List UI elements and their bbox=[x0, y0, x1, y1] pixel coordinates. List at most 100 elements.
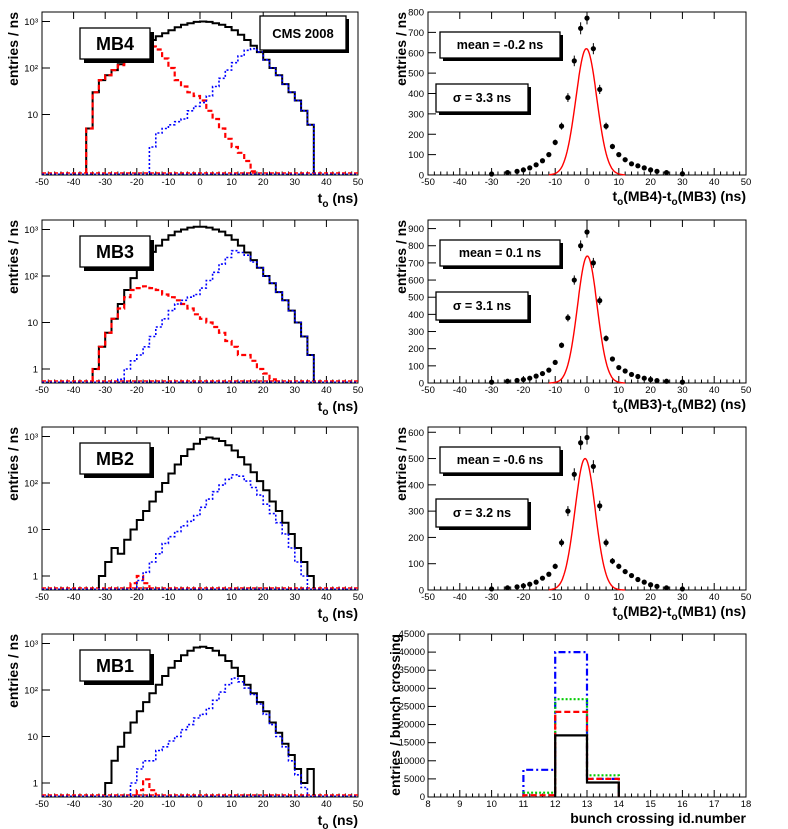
x-label-t: t bbox=[318, 190, 323, 206]
data-point bbox=[622, 368, 628, 374]
mean-box bbox=[439, 239, 561, 267]
x-tick-label: -40 bbox=[453, 177, 467, 188]
x-label-unit: (ns) bbox=[328, 190, 358, 206]
fit-panel-5: -50 -40 -30 -20 -10 0 10 20 30 40 50 100 200 300 400 50… bbox=[393, 426, 752, 623]
data-point bbox=[641, 375, 647, 381]
x-tick-label: -20 bbox=[517, 177, 531, 188]
x-tick-label: 10 bbox=[614, 592, 625, 603]
x-label-part: o bbox=[671, 612, 677, 623]
data-point bbox=[597, 86, 603, 93]
x-tick-label: 12 bbox=[550, 799, 561, 810]
data-point bbox=[641, 579, 647, 585]
x-tick-label: -40 bbox=[67, 177, 81, 188]
x-tick-label: 40 bbox=[321, 385, 332, 396]
y-tick-label: 10² bbox=[24, 63, 38, 74]
x-tick-label: 20 bbox=[258, 592, 269, 603]
y-tick-label: 45000 bbox=[399, 629, 425, 640]
data-point bbox=[616, 364, 622, 371]
data-point bbox=[590, 46, 596, 52]
x-tick-label: -10 bbox=[162, 385, 176, 396]
y-tick-label: 200 bbox=[408, 533, 424, 544]
y-tick-label: 10² bbox=[24, 685, 38, 696]
y-tick-label: 10² bbox=[24, 478, 38, 489]
mean-box bbox=[439, 31, 561, 59]
x-tick-label: -10 bbox=[548, 385, 562, 396]
x-tick-label: 0 bbox=[584, 592, 589, 603]
x-tick-label: -50 bbox=[35, 592, 49, 603]
y-tick-label: 10³ bbox=[24, 432, 38, 443]
x-axis-label: bunch crossing id.number bbox=[570, 810, 746, 826]
y-tick-label: 300 bbox=[408, 327, 424, 338]
y-axis-label: entries / ns bbox=[393, 427, 409, 501]
data-point bbox=[584, 229, 590, 235]
y-tick-label: 600 bbox=[408, 428, 424, 439]
x-tick-label: 0 bbox=[584, 385, 589, 396]
x-tick-label: 15 bbox=[645, 799, 656, 810]
data-point bbox=[609, 558, 616, 564]
y-tick-label-zero: 0 bbox=[420, 792, 425, 803]
data-point bbox=[571, 471, 577, 477]
x-tick-label: -10 bbox=[162, 799, 176, 810]
detector-label: MB2 bbox=[96, 449, 134, 469]
data-point bbox=[648, 167, 654, 173]
x-label-part: o bbox=[617, 405, 623, 416]
x-tick-label: 16 bbox=[677, 799, 688, 810]
data-point bbox=[504, 378, 511, 384]
label-box bbox=[79, 235, 151, 268]
gaussian-fit bbox=[548, 457, 626, 591]
x-tick-label: -50 bbox=[35, 177, 49, 188]
y-tick-label: 1 bbox=[33, 779, 38, 790]
x-tick-label: 0 bbox=[197, 799, 202, 810]
x-tick-label: 20 bbox=[645, 592, 656, 603]
data-point bbox=[635, 373, 641, 380]
x-label-part: t bbox=[612, 188, 617, 204]
x-tick-label: 30 bbox=[290, 177, 301, 188]
x-label-t: t bbox=[318, 812, 323, 828]
x-tick-label: -50 bbox=[421, 592, 435, 603]
cms-box bbox=[259, 15, 347, 51]
y-tick-label: 10³ bbox=[24, 225, 38, 236]
x-tick-label: -10 bbox=[162, 592, 176, 603]
data-point bbox=[679, 586, 686, 592]
x-label-part: (MB3)-t bbox=[623, 396, 672, 412]
series-late bbox=[148, 47, 315, 173]
y-axis-label: entries / ns bbox=[393, 220, 409, 294]
data-point bbox=[533, 373, 539, 379]
x-tick-label: 13 bbox=[582, 799, 593, 810]
sigma-box bbox=[435, 83, 529, 113]
x-tick-label: -50 bbox=[35, 799, 49, 810]
data-point bbox=[514, 377, 520, 384]
x-label-unit: (ns) bbox=[328, 605, 358, 621]
x-tick-label: -10 bbox=[548, 177, 562, 188]
x-tick-label: 40 bbox=[321, 799, 332, 810]
data-point bbox=[558, 342, 565, 348]
x-tick-label: 0 bbox=[197, 177, 202, 188]
x-axis-label: to (ns) bbox=[318, 398, 358, 418]
x-tick-label: 17 bbox=[709, 799, 720, 810]
label-box bbox=[79, 442, 151, 475]
panel-mb3: -50 -40 -30 -20 -10 0 10 20 30 40 50 1 10 10² 10³ MB3 en… bbox=[5, 219, 363, 418]
data-point bbox=[584, 434, 590, 441]
x-label-t: t bbox=[318, 605, 323, 621]
x-tick-label: -20 bbox=[130, 592, 144, 603]
y-axis-label: entries / ns bbox=[5, 12, 21, 86]
fit-panel-1: -50 -40 -30 -20 -10 0 10 20 30 40 50 100 200 300 400 50… bbox=[393, 8, 751, 209]
x-tick-label: 30 bbox=[290, 385, 301, 396]
x-tick-label: -20 bbox=[517, 385, 531, 396]
data-point bbox=[552, 563, 558, 569]
x-tick-label: 50 bbox=[741, 592, 752, 603]
y-axis-label: entries / ns bbox=[5, 634, 21, 708]
data-point bbox=[504, 169, 511, 176]
x-tick-label: -50 bbox=[421, 177, 435, 188]
data-point bbox=[527, 375, 533, 381]
data-point bbox=[603, 123, 609, 129]
x-tick-label: 40 bbox=[709, 385, 720, 396]
x-tick-label: -30 bbox=[98, 177, 112, 188]
panel-mb4: -50 -40 -30 -20 -10 0 10 20 30 40 50 10 10² 10³ MB4 CMS… bbox=[5, 11, 363, 210]
y-tick-label: 10³ bbox=[24, 17, 38, 28]
series-early bbox=[135, 778, 157, 795]
x-label-part: (MB1) (ns) bbox=[678, 603, 746, 619]
data-point bbox=[603, 335, 609, 341]
y-tick-label: 5000 bbox=[404, 774, 425, 785]
